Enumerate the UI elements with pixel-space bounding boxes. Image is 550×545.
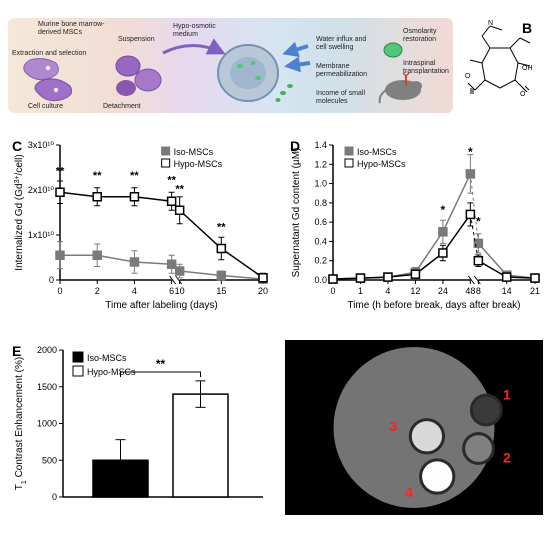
svg-text:0.8: 0.8 [314, 198, 327, 208]
svg-text:1.2: 1.2 [314, 159, 327, 169]
svg-text:O: O [465, 73, 471, 80]
svg-text:14: 14 [502, 286, 512, 296]
svg-text:T1 Contrast Enhancement (%): T1 Contrast Enhancement (%) [14, 357, 28, 490]
svg-text:**: ** [217, 222, 226, 234]
arrow-icon [288, 63, 310, 66]
svg-text:24: 24 [438, 286, 448, 296]
schematic-label: Hypo-osmoticmedium [173, 23, 216, 38]
svg-text:*: * [441, 203, 446, 217]
svg-text:Time (h before break, days aft: Time (h before break, days after break) [347, 300, 520, 310]
svg-text:6: 6 [169, 286, 174, 296]
svg-text:500: 500 [42, 455, 57, 465]
svg-text:21: 21 [530, 286, 540, 296]
svg-text:OH: OH [522, 65, 533, 72]
svg-text:0: 0 [57, 286, 62, 296]
svg-text:N: N [488, 20, 493, 27]
arrow-icon [163, 46, 223, 54]
svg-text:4: 4 [132, 286, 137, 296]
cell-icon [135, 69, 161, 91]
svg-text:0: 0 [52, 492, 57, 502]
schematic-label: Suspension [118, 36, 155, 44]
svg-text:**: ** [175, 183, 184, 195]
panel-c-chart: 0 1x10¹⁰ 2x10¹⁰ 3x10¹⁰ 0 2 4 610 15 20 Time after … [8, 135, 273, 310]
svg-text:1: 1 [358, 286, 363, 296]
schematic-label: Detachment [103, 103, 141, 111]
cell-icon [24, 59, 59, 80]
svg-text:O: O [520, 91, 526, 98]
schematic-label: Osmolarityrestoration [403, 28, 436, 43]
panel-b-molecule: OH O N O [460, 18, 540, 113]
svg-text:0: 0 [49, 275, 54, 285]
cell-icon [116, 56, 140, 76]
svg-text:*: * [468, 145, 473, 159]
schematic-label: Membranepermeabilization [316, 63, 367, 78]
svg-text:8: 8 [476, 286, 481, 296]
panel-a-schematic: Murine bone marrow-derived MSCs Extracti… [8, 18, 453, 113]
arrow-icon [286, 46, 308, 53]
schematic-label: Water influx andcell swelling [316, 36, 366, 51]
svg-text:**: ** [93, 170, 102, 182]
svg-text:**: ** [56, 165, 65, 177]
molecule-icon: OH O N O [460, 18, 540, 113]
svg-text:*: * [476, 214, 481, 228]
svg-text:4: 4 [385, 286, 390, 296]
svg-text:3x10¹⁰: 3x10¹⁰ [28, 140, 55, 150]
schematic-label: Intraspinaltransplantation [403, 60, 449, 75]
svg-text:1500: 1500 [37, 382, 57, 392]
svg-text:20: 20 [258, 286, 268, 296]
svg-text:3: 3 [389, 418, 397, 434]
svg-text:2: 2 [503, 450, 511, 466]
svg-text:1x10¹⁰: 1x10¹⁰ [28, 230, 55, 240]
schematic-label: Cell culture [28, 103, 63, 111]
svg-text:**: ** [130, 170, 139, 182]
svg-text:12: 12 [410, 286, 420, 296]
schematic-label: Extraction and selection [12, 50, 86, 58]
cell-icon [384, 43, 402, 57]
svg-text:0.4: 0.4 [314, 236, 327, 246]
svg-text:Hypo-MSCs: Hypo-MSCs [87, 367, 136, 377]
svg-text:2: 2 [95, 286, 100, 296]
panel-f-mri: 1 2 3 4 [285, 340, 543, 515]
svg-text:1: 1 [503, 387, 511, 403]
schematic-label: Income of smallmolecules [316, 90, 365, 105]
svg-text:Hypo-MSCs: Hypo-MSCs [357, 159, 406, 169]
cell-icon [35, 79, 72, 101]
svg-text:Iso-MSCs: Iso-MSCs [357, 147, 397, 157]
svg-text:2000: 2000 [37, 345, 57, 355]
svg-text:Time after labeling (days): Time after labeling (days) [105, 300, 217, 310]
svg-text:**: ** [156, 357, 166, 371]
svg-text:0: 0 [330, 286, 335, 296]
svg-text:0.2: 0.2 [314, 256, 327, 266]
svg-text:0.0: 0.0 [314, 275, 327, 285]
cell-icon [116, 80, 136, 96]
svg-text:2x10¹⁰: 2x10¹⁰ [28, 185, 55, 195]
svg-text:Supernatant Gd content (µM): Supernatant Gd content (µM) [291, 148, 302, 278]
svg-text:1.4: 1.4 [314, 140, 327, 150]
svg-text:4: 4 [405, 485, 413, 501]
schematic-label: Murine bone marrow-derived MSCs [38, 21, 105, 36]
panel-d-chart: 0.00.20.40.60.81.01.21.401412244881421Ti… [285, 135, 543, 310]
svg-text:1000: 1000 [37, 419, 57, 429]
svg-text:Hypo-MSCs: Hypo-MSCs [174, 159, 223, 169]
svg-text:Iso-MSCs: Iso-MSCs [174, 147, 214, 157]
svg-text:0.6: 0.6 [314, 217, 327, 227]
panel-e-chart: 0 500 1000 1500 2000 T1 Contrast Enhancement … [8, 340, 273, 515]
svg-text:1.0: 1.0 [314, 179, 327, 189]
svg-text:10: 10 [175, 286, 185, 296]
svg-text:Internalized Gd (Gd3+/cell): Internalized Gd (Gd3+/cell) [14, 154, 26, 270]
svg-text:Iso-MSCs: Iso-MSCs [87, 353, 127, 363]
svg-text:48: 48 [465, 286, 475, 296]
svg-text:15: 15 [216, 286, 226, 296]
